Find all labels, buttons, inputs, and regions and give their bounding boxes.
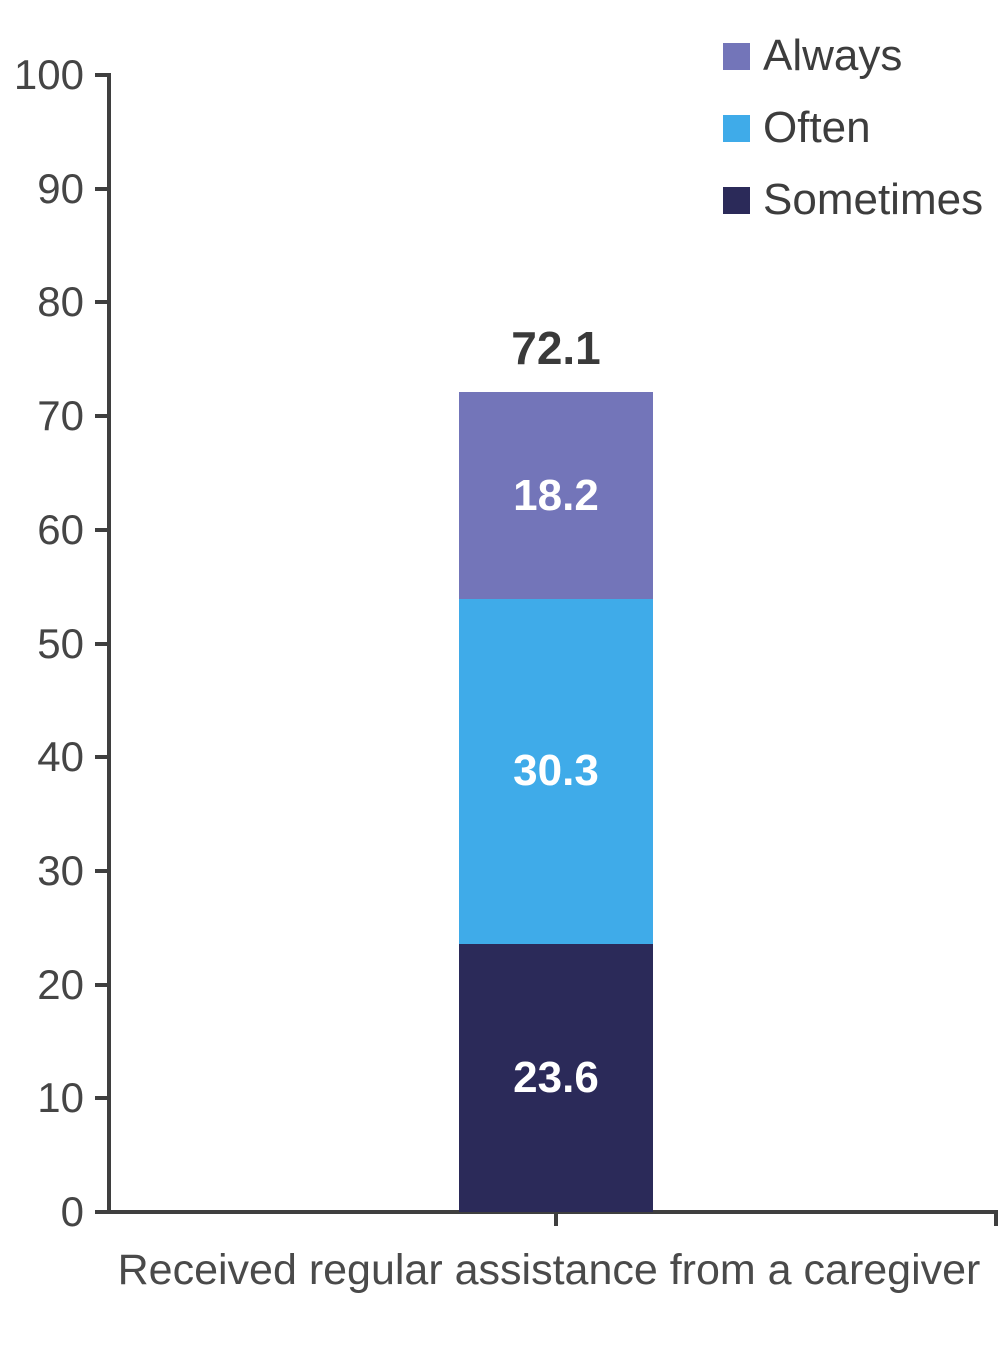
y-axis-tick-label: 90 bbox=[37, 164, 84, 212]
y-axis-tick-label: 40 bbox=[37, 733, 84, 781]
legend-swatch-icon bbox=[723, 42, 750, 70]
x-axis-tick bbox=[554, 1212, 558, 1226]
y-axis-tick-label: 60 bbox=[37, 505, 84, 553]
total-value-label: 72.1 bbox=[511, 322, 601, 375]
y-axis-tick bbox=[95, 1210, 111, 1214]
y-axis-tick bbox=[95, 527, 111, 532]
legend-item-always: Always bbox=[723, 31, 983, 80]
segment-value-label: 23.6 bbox=[513, 1052, 599, 1102]
x-axis bbox=[96, 1210, 998, 1214]
legend-item-often: Often bbox=[723, 103, 983, 152]
bar-segment-often: 30.3 bbox=[459, 599, 653, 944]
bar-segment-sometimes: 23.6 bbox=[459, 943, 653, 1212]
legend-label: Sometimes bbox=[763, 175, 984, 224]
legend-swatch-icon bbox=[723, 114, 750, 142]
legend: Always Often Sometimes bbox=[723, 31, 984, 248]
y-axis-tick-label: 30 bbox=[37, 846, 84, 894]
y-axis-tick-label: 10 bbox=[37, 1074, 84, 1122]
legend-swatch-icon bbox=[723, 186, 750, 214]
x-axis-label: Received regular assistance from a careg… bbox=[117, 1246, 981, 1294]
y-axis-tick-label: 100 bbox=[13, 51, 84, 98]
y-axis-tick bbox=[95, 186, 111, 191]
legend-label: Often bbox=[763, 103, 871, 152]
y-axis-tick bbox=[95, 414, 111, 419]
y-axis-tick-label: 80 bbox=[37, 278, 84, 326]
y-axis-tick-label: 20 bbox=[37, 960, 84, 1008]
segment-value-label: 30.3 bbox=[513, 746, 599, 796]
y-axis-tick bbox=[95, 641, 111, 646]
y-axis-tick-label: 50 bbox=[37, 619, 84, 667]
y-axis-tick bbox=[95, 868, 111, 873]
y-axis-tick bbox=[95, 755, 111, 760]
bar-segment-always: 18.2 bbox=[459, 392, 653, 600]
y-axis-tick bbox=[95, 300, 111, 305]
y-axis-tick bbox=[95, 73, 111, 77]
y-axis-tick bbox=[95, 1096, 111, 1101]
x-axis-tick bbox=[994, 1212, 998, 1226]
y-axis-tick bbox=[95, 982, 111, 987]
segment-value-label: 18.2 bbox=[513, 470, 599, 520]
legend-item-sometimes: Sometimes bbox=[723, 175, 984, 224]
y-axis-tick-label: 70 bbox=[37, 392, 84, 440]
y-axis-tick-label: 0 bbox=[60, 1188, 84, 1235]
legend-label: Always bbox=[763, 31, 903, 80]
